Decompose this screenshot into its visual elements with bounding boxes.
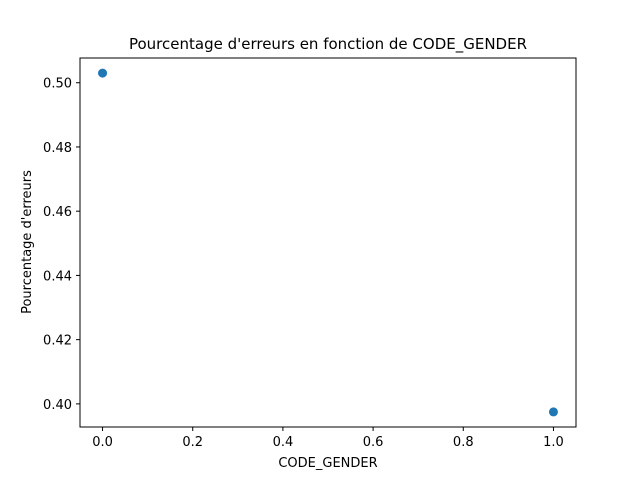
x-tick-label: 0.6 — [363, 435, 384, 450]
data-point — [98, 68, 108, 78]
data-points — [98, 68, 558, 417]
y-tick-label: 0.44 — [43, 269, 72, 284]
x-tick-label: 0.0 — [92, 435, 113, 450]
x-tick-label: 1.0 — [543, 435, 564, 450]
plot-frame — [79, 57, 577, 428]
y-tick-label: 0.46 — [43, 205, 72, 220]
x-tick-label: 0.4 — [273, 435, 294, 450]
data-point — [548, 407, 558, 417]
x-tick-label: 0.8 — [453, 435, 474, 450]
x-axis-ticks: 0.0 0.2 0.4 0.6 0.8 1.0 — [92, 427, 564, 450]
y-tick-label: 0.48 — [43, 141, 72, 156]
y-tick-label: 0.50 — [43, 77, 72, 92]
x-axis-label: CODE_GENDER — [278, 456, 377, 471]
chart-title: Pourcentage d'erreurs en fonction de COD… — [129, 35, 527, 54]
y-tick-label: 0.40 — [43, 398, 72, 413]
y-axis-ticks: 0.40 0.42 0.44 0.46 0.48 0.50 — [43, 77, 80, 413]
y-tick-label: 0.42 — [43, 334, 72, 349]
y-axis-label: Pourcentage d'erreurs — [20, 170, 35, 314]
x-tick-label: 0.2 — [182, 435, 203, 450]
